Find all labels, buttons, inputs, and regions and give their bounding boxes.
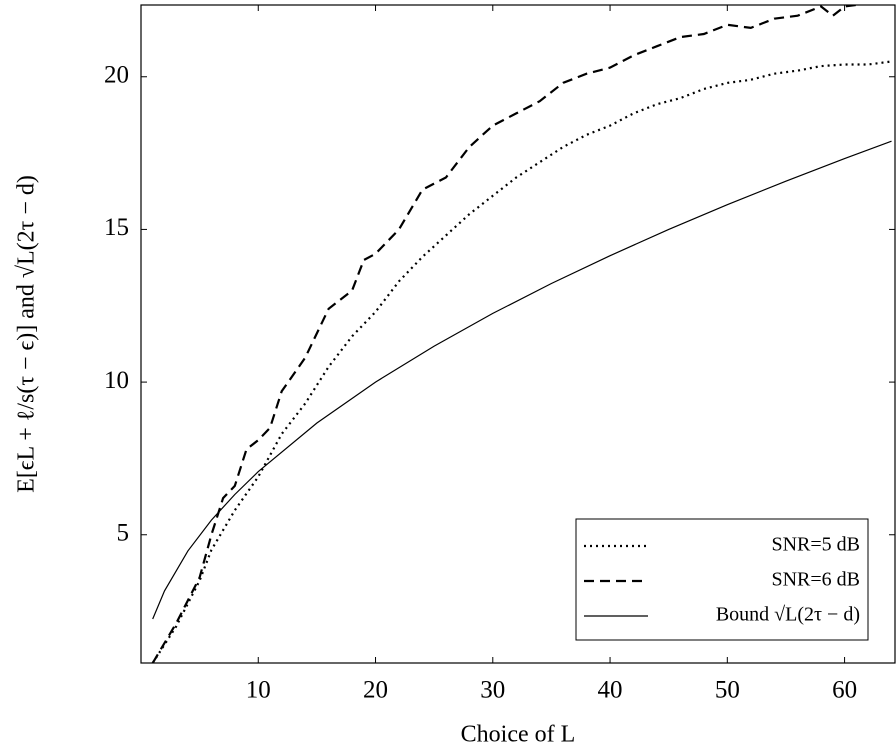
- y-axis-label: E[ϵL + ℓ/s(τ − ϵ)] and √L(2τ − d): [14, 175, 40, 493]
- x-tick-label: 40: [598, 677, 623, 704]
- y-tick-label: 10: [104, 367, 129, 394]
- legend-label: Bound √L(2τ − d): [716, 604, 860, 626]
- x-tick-label: 20: [363, 677, 388, 704]
- legend-box: [575, 518, 869, 641]
- y-tick-label: 5: [117, 519, 130, 546]
- x-tick-label: 10: [246, 677, 271, 704]
- legend-label: SNR=5 dB: [771, 534, 860, 556]
- series-line: [152, 140, 892, 620]
- series-line: [151, 5, 865, 663]
- plot-frame: [140, 4, 896, 664]
- series-line: [151, 60, 892, 663]
- y-tick-label: 20: [104, 61, 129, 88]
- y-tick-label: 15: [104, 214, 129, 241]
- x-tick-label: 50: [715, 677, 740, 704]
- x-axis-label: Choice of L: [461, 722, 576, 748]
- legend-label: SNR=6 dB: [771, 569, 860, 591]
- x-tick-label: 60: [832, 677, 857, 704]
- x-tick-label: 30: [480, 677, 505, 704]
